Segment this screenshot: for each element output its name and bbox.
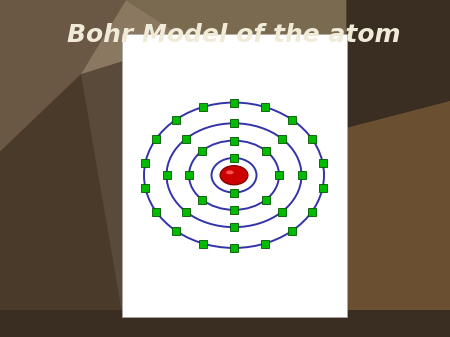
Ellipse shape — [226, 171, 234, 174]
Polygon shape — [81, 0, 189, 74]
Ellipse shape — [220, 166, 248, 185]
FancyBboxPatch shape — [122, 34, 346, 317]
Polygon shape — [346, 0, 450, 128]
Polygon shape — [0, 0, 126, 152]
Polygon shape — [0, 310, 450, 337]
Text: Bohr Model of the atom: Bohr Model of the atom — [67, 23, 401, 48]
Polygon shape — [126, 0, 346, 40]
Polygon shape — [0, 74, 122, 310]
Polygon shape — [346, 101, 450, 310]
